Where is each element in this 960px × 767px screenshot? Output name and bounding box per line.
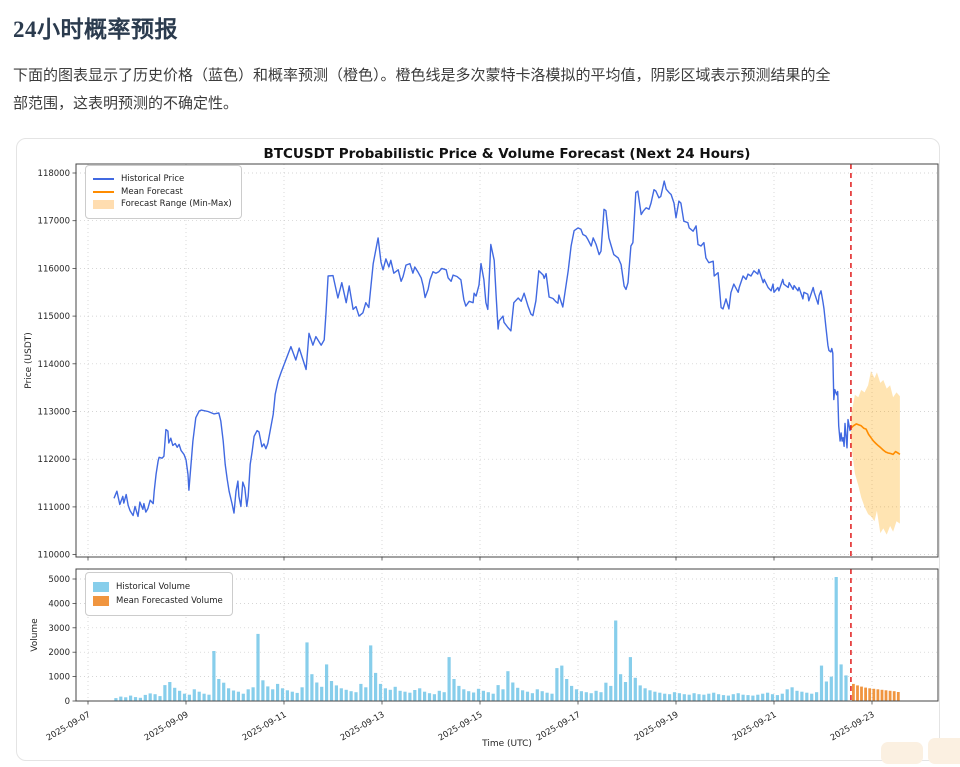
legend-label: Forecast Range (Min-Max) — [121, 199, 232, 210]
legend-label: Mean Forecasted Volume — [116, 595, 223, 606]
svg-text:2025-09-19: 2025-09-19 — [633, 710, 681, 743]
svg-text:111000: 111000 — [38, 503, 70, 513]
svg-text:Price (USDT): Price (USDT) — [24, 332, 34, 389]
legend-label: Historical Volume — [116, 581, 191, 592]
svg-text:117000: 117000 — [38, 217, 70, 227]
svg-text:3000: 3000 — [48, 624, 70, 634]
forecast-chart-card: BTCUSDT Probabilistic Price & Volume For… — [16, 138, 940, 761]
volume-legend: Historical Volume Mean Forecasted Volume — [85, 572, 233, 616]
peach-patch-swatch-icon — [93, 200, 114, 209]
svg-text:2025-09-15: 2025-09-15 — [437, 710, 485, 743]
svg-text:Time (UTC): Time (UTC) — [481, 739, 532, 749]
page-description: 下面的图表显示了历史价格（蓝色）和概率预测（橙色）。橙色线是多次蒙特卡洛模拟的平… — [13, 67, 831, 112]
legend-item-mean-forecast: Mean Forecast — [93, 186, 232, 197]
svg-text:2025-09-21: 2025-09-21 — [731, 710, 779, 743]
blue-line-swatch-icon — [93, 178, 114, 181]
forecast-chart-canvas: 110000 111000 112000 113000 114000 115000 1160… — [24, 163, 939, 749]
svg-text:113000: 113000 — [38, 408, 70, 418]
svg-text:2025-09-23: 2025-09-23 — [829, 710, 877, 743]
svg-text:Volume: Volume — [30, 618, 40, 652]
svg-text:2025-09-09: 2025-09-09 — [143, 710, 191, 743]
svg-text:4000: 4000 — [48, 599, 70, 609]
svg-text:112000: 112000 — [38, 455, 70, 465]
corner-widget-button[interactable] — [881, 742, 923, 764]
svg-text:0: 0 — [65, 697, 70, 707]
page-title: 24小时概率预报 — [13, 17, 178, 42]
legend-label: Historical Price — [121, 174, 185, 184]
legend-item-forecast-volume: Mean Forecasted Volume — [93, 596, 223, 606]
svg-text:118000: 118000 — [38, 169, 70, 179]
legend-item-historical-volume: Historical Volume — [93, 582, 223, 592]
legend-item-historical-price: Historical Price — [93, 175, 232, 184]
skyblue-patch-swatch-icon — [93, 582, 109, 592]
legend-label: Mean Forecast — [121, 186, 183, 197]
orange-line-swatch-icon — [93, 190, 114, 193]
orange-patch-swatch-icon — [93, 596, 109, 606]
corner-widget-button-edge[interactable] — [928, 738, 960, 764]
svg-text:115000: 115000 — [38, 312, 70, 322]
svg-text:2025-09-07: 2025-09-07 — [45, 710, 93, 743]
svg-text:2025-09-17: 2025-09-17 — [535, 710, 583, 743]
svg-text:114000: 114000 — [38, 360, 70, 370]
legend-item-forecast-range: Forecast Range (Min-Max) — [93, 200, 232, 209]
svg-text:1000: 1000 — [48, 673, 70, 683]
svg-text:2025-09-11: 2025-09-11 — [241, 710, 289, 743]
price-legend: Historical Price Mean Forecast Forecast … — [85, 165, 242, 219]
svg-text:110000: 110000 — [38, 551, 70, 561]
svg-text:2000: 2000 — [48, 648, 70, 658]
svg-text:2025-09-13: 2025-09-13 — [339, 710, 387, 743]
svg-text:116000: 116000 — [38, 264, 70, 274]
svg-text:5000: 5000 — [48, 575, 70, 585]
chart-title: BTCUSDT Probabilistic Price & Volume For… — [263, 146, 751, 162]
